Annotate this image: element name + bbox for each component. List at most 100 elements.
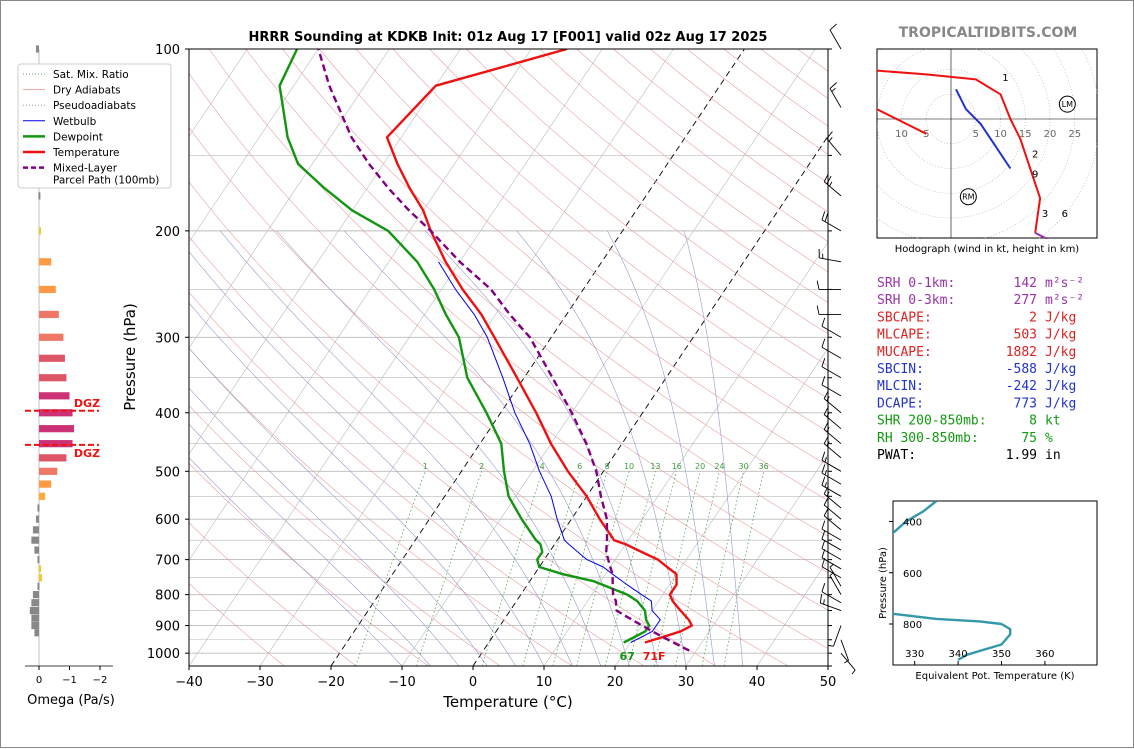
pseudoadiabat [607,231,714,666]
pseudoadiabat [277,231,601,666]
omega-bar [39,425,74,432]
hodograph-ring-label: 10 [994,129,1007,140]
omega-bar [39,574,42,581]
storm-motion-right-label: RM [962,193,975,202]
index-unit: % [1045,431,1053,446]
skewt-frame [189,49,828,666]
wind-barbs [817,24,855,674]
theta-e-x-tick-label: 330 [905,649,924,660]
y-tick-label: 500 [155,465,180,480]
legend-label: Wetbulb [53,116,97,128]
hodograph-height-label: 9 [1032,169,1038,180]
omega-bar [34,546,39,553]
wind-barb-flag [822,531,825,540]
dgz-label: DGZ [74,447,100,460]
mixing-ratio-label: 24 [714,462,724,471]
hodograph-ring-label: 5 [923,129,929,140]
mixing-ratio-line [553,471,607,666]
pseudoadiabat [517,231,686,666]
mixing-ratio-label: 30 [739,462,749,471]
mixing-ratio-label: 10 [624,462,634,471]
x-tick-label: 20 [607,675,624,690]
legend-label: Mixed-Layer [53,163,118,175]
mixing-ratio-label: 20 [695,462,705,471]
y-tick-label: 900 [155,620,180,635]
omega-bar [31,615,39,622]
wind-barb-flag [820,594,821,603]
index-label: SHR 200-850mb: [877,414,987,429]
chart-title: HRRR Sounding at KDKB Init: 01z Aug 17 [… [249,30,768,45]
omega-bar [31,599,39,606]
index-unit: m²s⁻² [1045,276,1084,291]
wind-barb-staff [824,505,841,519]
theta-e-y-tick-label: 600 [903,569,922,580]
wind-barb-flag [817,306,819,315]
mixing-ratio-label: 6 [577,462,582,471]
wind-barb-flag [852,670,855,674]
omega-tick-label: −2 [93,675,108,686]
hodograph-caption: Hodograph (wind in kt, height in km) [895,244,1080,255]
index-label: DCAPE: [877,396,924,411]
omega-bar [33,591,39,598]
index-label: SRH 0-3km: [877,293,955,308]
hodograph-height-label: 1 [1002,73,1008,84]
theta-e-x-tick-label: 350 [992,649,1011,660]
index-value: 75 [1021,431,1037,446]
wind-barb-flag [825,482,827,487]
wind-barb-staff [841,653,855,670]
index-value: 8 [1029,414,1037,429]
x-tick-label: 30 [678,675,695,690]
omega-bar [39,565,41,572]
omega-bar [39,227,41,234]
index-unit: J/kg [1045,396,1076,411]
wind-barb-flag [830,182,832,186]
wetbulb-line [439,262,661,643]
pseudoadiabat [66,231,459,666]
brand-watermark: TROPICALTIDBITS.COM [899,25,1078,41]
index-label: SRH 0-1km: [877,276,955,291]
wind-barb-staff [830,576,841,595]
wind-barb-flag [830,83,837,89]
y-tick-label: 700 [155,554,180,569]
omega-bar [39,481,51,488]
omega-bar [39,440,73,447]
temperature-line [387,49,692,643]
omega-bar [39,286,56,293]
index-label: MUCAPE: [877,345,932,360]
y-tick-label: 200 [155,225,180,240]
wind-barb-staff [830,30,841,49]
wind-barb-flag [829,646,834,647]
index-label: RH 300-850mb: [877,431,979,446]
index-value: 1.99 [1006,448,1037,463]
pseudoadiabat [220,231,572,666]
omega-bar [37,504,39,511]
mixing-ratio-label: 16 [672,462,682,471]
mixing-ratio-line [676,471,720,666]
index-label: MLCAPE: [877,328,932,343]
y-axis-label: Pressure (hPa) [121,303,139,411]
wind-barb-staff [822,592,841,603]
surface-temp-label: 71F [643,650,666,663]
dgz-label: DGZ [74,397,100,410]
index-value: 503 [1014,328,1037,343]
x-tick-label: −20 [317,675,344,690]
wind-barb-flag [824,599,825,604]
index-value: 773 [1014,396,1037,411]
y-tick-label: 1000 [147,647,180,662]
pseudoadiabat [684,231,743,666]
surface-dewpoint-label: 67 [619,650,634,663]
omega-bar [39,392,70,399]
index-unit: kt [1045,414,1061,429]
wind-barb-flag [822,540,825,549]
index-value: 277 [1014,293,1037,308]
wind-barb-staff [822,567,841,578]
wind-barb-flag [825,213,828,222]
omega-bar [39,374,66,381]
omega-bar [39,493,45,500]
pseudoadiabat [344,231,629,666]
storm-motion-left-label: LM [1062,100,1073,109]
hodograph-height-label: 6 [1062,209,1068,220]
omega-axis-label: Omega (Pa/s) [27,693,115,708]
